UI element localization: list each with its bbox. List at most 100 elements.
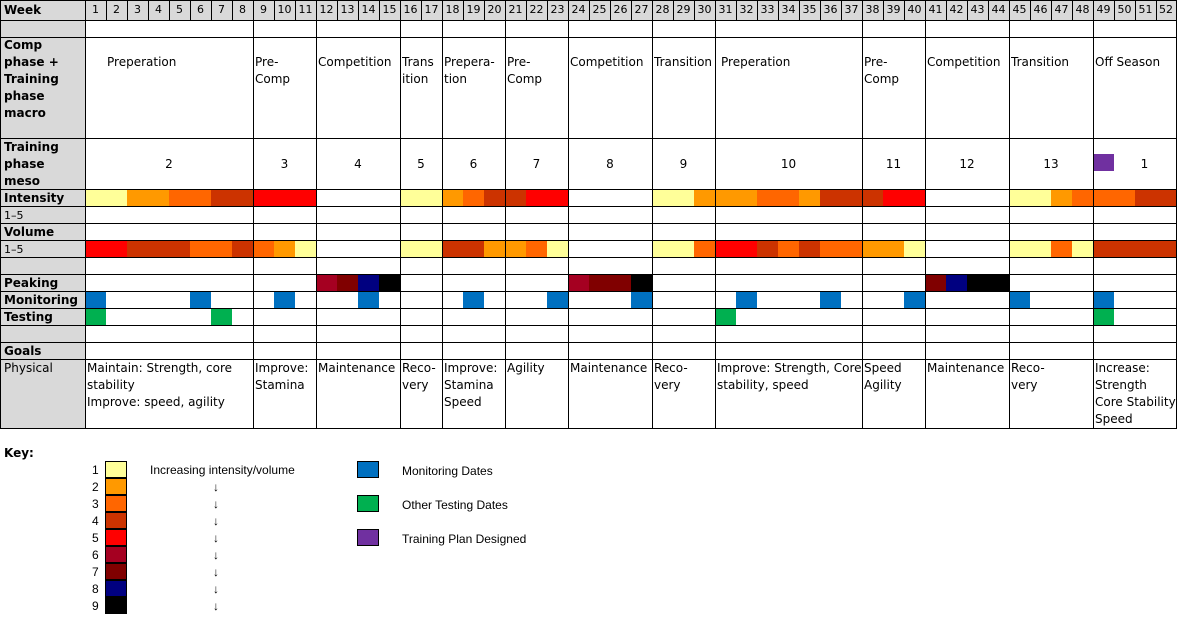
monitoring-cell: [358, 291, 379, 308]
week-number: 27: [634, 3, 649, 16]
key-monitoring-swatch: [357, 461, 379, 478]
key-arrow: ↓: [213, 599, 219, 613]
monitoring-cell: [904, 291, 925, 308]
grid-line: [232, 0, 233, 21]
week-number: 31: [718, 3, 733, 16]
intensity-cell: [799, 189, 820, 206]
week-number: 49: [1096, 3, 1111, 16]
volume-cell: [526, 240, 547, 257]
key-level-number: 7: [92, 565, 99, 579]
week-number: 1: [92, 3, 99, 16]
meso-phase-number: 11: [885, 157, 902, 171]
intensity-cell: [1156, 189, 1176, 206]
volume-cell: [715, 240, 736, 257]
grid-line: [862, 20, 863, 429]
testing-cell: [85, 308, 106, 325]
physical-goal: Maintain: Strength, core stability Impro…: [87, 361, 233, 409]
grid-line: [820, 0, 821, 21]
monitoring-cell: [631, 291, 652, 308]
peaking-cell: [925, 274, 946, 291]
grid-line: [547, 0, 548, 21]
peaking-cell: [358, 274, 379, 291]
week-number: 4: [155, 3, 162, 16]
macro-phase-label: Preperation: [107, 55, 177, 69]
grid-line: [652, 20, 653, 429]
grid-line: [589, 0, 590, 21]
volume-cell: [673, 240, 694, 257]
row-label-monitoring: Monitoring: [4, 293, 78, 307]
row-label-meso: Training phase meso: [4, 140, 59, 188]
week-number: 19: [466, 3, 481, 16]
week-number: 45: [1012, 3, 1027, 16]
meso-phase-number: 10: [780, 157, 797, 171]
macro-phase-label: Prepera- tion: [444, 55, 495, 86]
week-number: 33: [760, 3, 775, 16]
week-number: 22: [529, 3, 544, 16]
key-level-swatch: [105, 597, 127, 614]
grid-line: [0, 274, 1177, 275]
intensity-cell: [421, 189, 442, 206]
grid-line: [1176, 0, 1177, 429]
key-scale-label: Increasing intensity/volume: [150, 463, 295, 477]
monitoring-cell: [85, 291, 106, 308]
grid-line: [211, 0, 212, 21]
grid-line: [799, 0, 800, 21]
intensity-cell: [757, 189, 778, 206]
grid-line: [379, 0, 380, 21]
volume-cell: [421, 240, 442, 257]
grid-line: [715, 0, 716, 21]
volume-cell: [400, 240, 421, 257]
week-number: 20: [487, 3, 502, 16]
volume-cell: [652, 240, 673, 257]
macro-phase-label: Transition: [654, 55, 713, 69]
grid-line: [0, 189, 1177, 190]
volume-cell: [1156, 240, 1176, 257]
peaking-cell: [631, 274, 652, 291]
key-title: Key:: [4, 446, 34, 460]
grid-line: [316, 20, 317, 429]
meso-phase-number: 1: [1140, 157, 1149, 171]
week-number: 34: [781, 3, 796, 16]
volume-cell: [736, 240, 757, 257]
grid-line: [694, 0, 695, 21]
week-header-bg: [85, 0, 1176, 20]
key-arrow: ↓: [213, 480, 219, 494]
physical-goal: Reco- very: [1011, 361, 1045, 392]
grid-line: [463, 0, 464, 21]
volume-cell: [547, 240, 568, 257]
grid-line: [85, 0, 86, 21]
intensity-cell: [715, 189, 736, 206]
meso-phase-number: 12: [959, 157, 975, 171]
macro-phase-label: Competition: [318, 55, 392, 69]
intensity-cell: [295, 189, 316, 206]
intensity-cell: [1051, 189, 1072, 206]
row-label-peaking: Peaking: [4, 276, 59, 290]
week-number: 30: [697, 3, 712, 16]
grid-line: [778, 0, 779, 21]
grid-line: [841, 0, 842, 21]
week-number: 9: [260, 3, 267, 16]
peaking-cell: [379, 274, 400, 291]
macro-phase-label: Competition: [927, 55, 1001, 69]
key-level-swatch: [105, 563, 127, 580]
intensity-cell: [211, 189, 232, 206]
key-level-number: 2: [92, 480, 99, 494]
peaking-cell: [337, 274, 358, 291]
week-number: 2: [113, 3, 120, 16]
physical-goal: Maintenance: [570, 361, 648, 375]
macro-phase-label: Competition: [570, 55, 644, 69]
week-number: 17: [424, 3, 439, 16]
peaking-cell: [988, 274, 1009, 291]
grid-line: [106, 0, 107, 21]
volume-cell: [778, 240, 799, 257]
grid-line: [0, 223, 1177, 224]
grid-line: [358, 0, 359, 21]
grid-line: [1051, 0, 1052, 21]
macro-phase-label: Trans ition: [402, 55, 434, 86]
grid-line: [967, 0, 968, 21]
macro-phase-label: Preperation: [721, 55, 791, 69]
key-arrow: ↓: [213, 514, 219, 528]
volume-cell: [505, 240, 526, 257]
macro-phase-label: Pre- Comp: [864, 55, 900, 86]
monitoring-cell: [1009, 291, 1030, 308]
